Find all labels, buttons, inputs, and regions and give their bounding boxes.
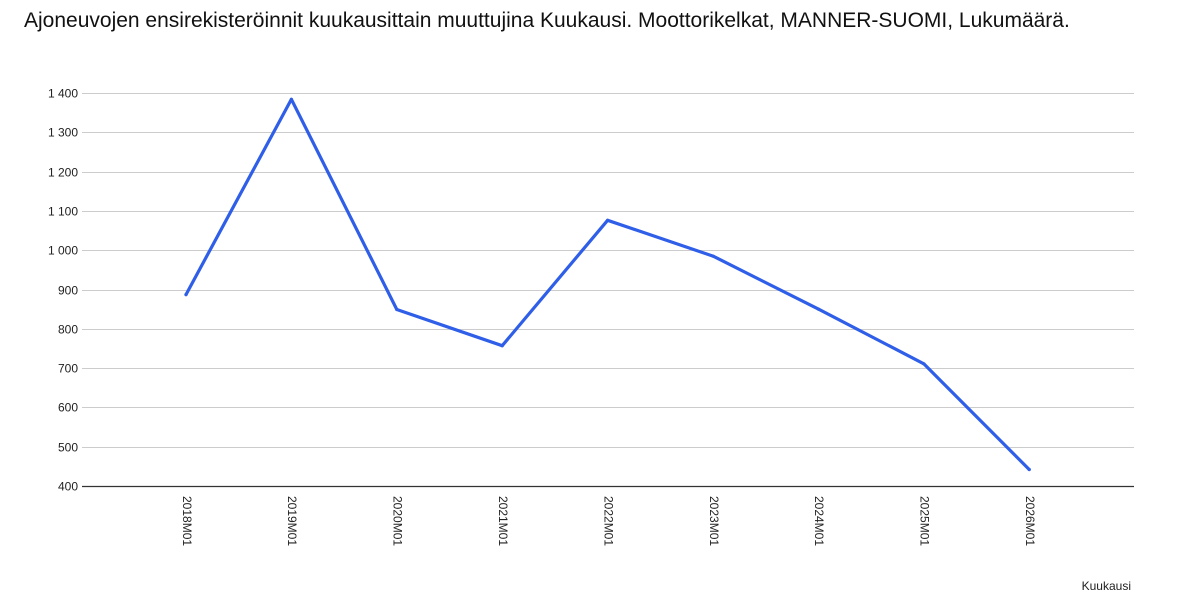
- series-line-0: [184, 97, 1031, 472]
- x-tick-label-2020M01: 2020M01: [391, 496, 405, 546]
- data-point-2025M01: [922, 362, 926, 366]
- data-point-2020M01: [395, 307, 399, 312]
- y-tick-label-1200: 1 200: [48, 166, 78, 180]
- data-point-2026M01: [1027, 467, 1031, 472]
- y-tick-label-400: 400: [58, 480, 78, 494]
- x-tick-label-2024M01: 2024M01: [812, 496, 826, 546]
- y-tick-label-900: 900: [58, 284, 78, 298]
- y-tick-label-1300: 1 300: [48, 126, 78, 140]
- x-tick-label-2021M01: 2021M01: [496, 496, 510, 546]
- x-tick-label-2019M01: 2019M01: [285, 496, 299, 546]
- x-tick-label-2026M01: 2026M01: [1023, 496, 1037, 546]
- data-point-2024M01: [816, 307, 821, 311]
- y-axis-tick-labels: 400 500 600 700 800 900 1 000 1 100 1 200 1 300 1 …: [48, 87, 78, 494]
- x-tick-label-2022M01: 2022M01: [601, 496, 615, 546]
- x-tick-label-2023M01: 2023M01: [707, 496, 721, 546]
- data-point-2018M01: [184, 293, 188, 297]
- series-lines: [184, 97, 1031, 472]
- data-point-2022M01: [606, 218, 610, 222]
- chart-title: Ajoneuvojen ensirekisteröinnit kuukausit…: [24, 9, 1070, 32]
- data-point-2019M01: [289, 97, 293, 101]
- x-axis-title: Kuukausi: [1082, 579, 1131, 593]
- x-tick-label-2018M01: 2018M01: [180, 496, 194, 546]
- x-axis-tick-labels: 2018M01 2019M01 2020M01 2021M01 2022M01 2023M…: [180, 496, 1037, 546]
- y-tick-label-1400: 1 400: [48, 87, 78, 101]
- y-tick-label-500: 500: [58, 441, 78, 455]
- data-point-2021M01: [500, 344, 504, 348]
- y-tick-label-1000: 1 000: [48, 244, 78, 258]
- y-tick-label-800: 800: [58, 323, 78, 337]
- x-tick-label-2025M01: 2025M01: [918, 496, 932, 546]
- y-tick-label-700: 700: [58, 362, 78, 376]
- y-tick-label-600: 600: [58, 401, 78, 415]
- gridlines: [82, 93, 1134, 488]
- y-tick-label-1100: 1 100: [48, 205, 78, 219]
- data-point-2023M01: [711, 254, 715, 258]
